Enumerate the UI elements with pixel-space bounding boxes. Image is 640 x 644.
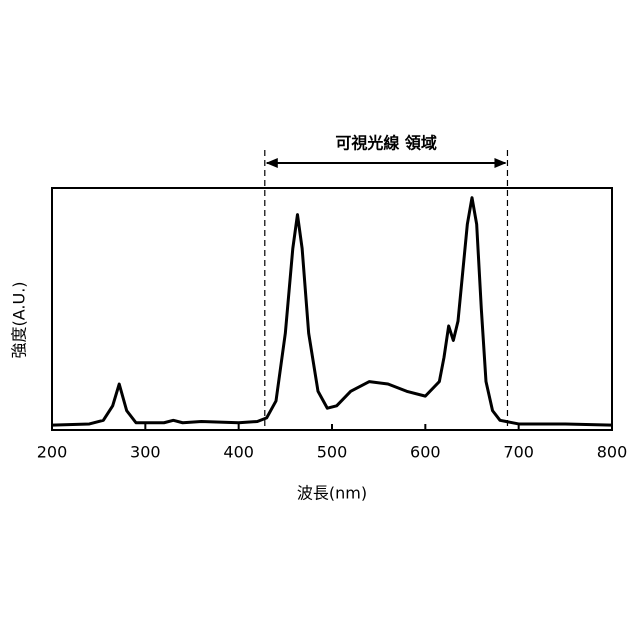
x-tick-label: 300: [130, 443, 161, 462]
spectrum-line: [52, 198, 612, 425]
plot-frame: [52, 188, 612, 430]
x-tick-label: 800: [597, 443, 628, 462]
x-tick-label: 200: [37, 443, 68, 462]
x-tick-label: 700: [503, 443, 534, 462]
x-tick-label: 600: [410, 443, 441, 462]
x-tick-label: 400: [223, 443, 254, 462]
y-axis-label: 強度(A.U.): [10, 281, 29, 358]
x-axis-label: 波長(nm): [297, 484, 367, 503]
region-label: 可視光線 領域: [335, 134, 437, 153]
x-tick-label: 500: [317, 443, 348, 462]
chart: 波長(nm) 強度(A.U.) 200 300 400 500 600 700 800 可視光…: [0, 0, 640, 640]
